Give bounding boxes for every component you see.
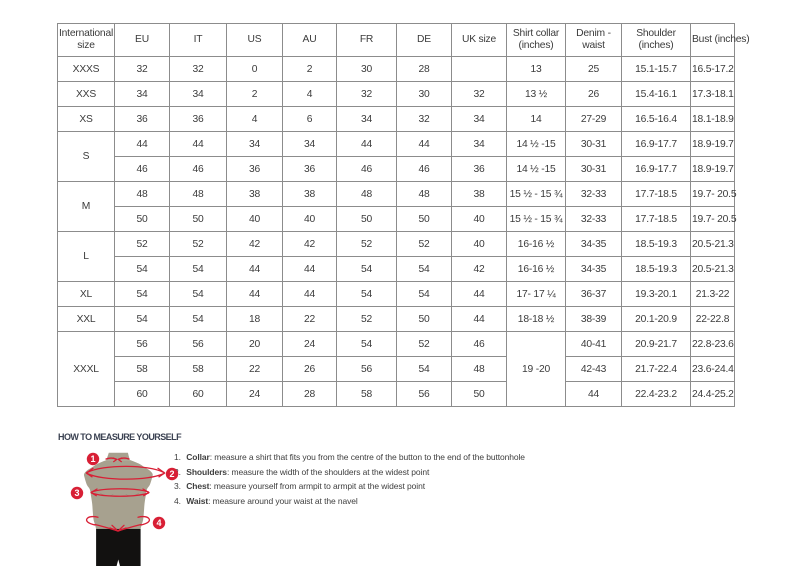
svg-text:2: 2 [169, 469, 174, 479]
svg-text:3: 3 [74, 488, 79, 498]
svg-text:1: 1 [90, 454, 95, 464]
svg-text:4: 4 [156, 518, 161, 528]
